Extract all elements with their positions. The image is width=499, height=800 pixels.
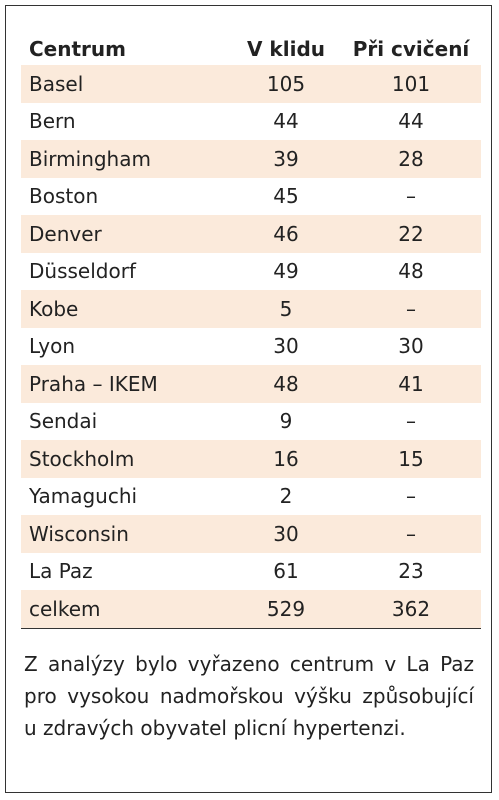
table-cell: – bbox=[406, 409, 416, 434]
footnote: Z analýzy bylo vyřazeno centrum v La Paz… bbox=[24, 652, 474, 740]
table-cell: 49 bbox=[273, 259, 299, 284]
table-cell: 30 bbox=[273, 334, 299, 359]
table-cell: 28 bbox=[341, 140, 481, 178]
table-cell: – bbox=[341, 290, 481, 328]
table-cell: Düsseldorf bbox=[29, 259, 136, 284]
table-cell: 46 bbox=[231, 215, 341, 253]
table-cell: Basel bbox=[21, 65, 231, 103]
table-cell: 39 bbox=[231, 140, 341, 178]
table-row: Birmingham 39 28 bbox=[21, 140, 481, 178]
table-cell: 30 bbox=[231, 515, 341, 553]
table-cell: 9 bbox=[279, 409, 293, 434]
table-row: Denver 46 22 bbox=[21, 215, 481, 253]
table-row: celkem 529 362 bbox=[21, 590, 481, 629]
table-cell: 362 bbox=[341, 590, 481, 629]
table-cell: 529 bbox=[231, 590, 341, 629]
table-row: La Paz 61 23 bbox=[21, 553, 481, 591]
table-cell: 30 bbox=[398, 334, 424, 359]
frame: Centrum V klidu Při cvičení Basel 105 101 Ber… bbox=[5, 5, 492, 793]
table-cell: 61 bbox=[273, 559, 299, 584]
table-cell: 44 bbox=[398, 109, 424, 134]
table-cell: 48 bbox=[231, 365, 341, 403]
table-cell: Wisconsin bbox=[21, 515, 231, 553]
column-header: V klidu bbox=[246, 37, 325, 61]
table-cell: Lyon bbox=[29, 334, 76, 359]
table-cell: 101 bbox=[341, 65, 481, 103]
table-row: Yamaguchi 2 – bbox=[21, 478, 481, 516]
header-row: Centrum V klidu Při cvičení bbox=[21, 33, 481, 65]
table-cell: Stockholm bbox=[21, 440, 231, 478]
table-cell: 15 bbox=[341, 440, 481, 478]
table-cell: Sendai bbox=[29, 409, 98, 434]
table-cell: La Paz bbox=[29, 559, 93, 584]
table-cell: 22 bbox=[341, 215, 481, 253]
table-cell: 5 bbox=[231, 290, 341, 328]
table-cell: 44 bbox=[273, 109, 299, 134]
table-cell: – bbox=[406, 484, 416, 509]
table-row: Bern 44 44 bbox=[21, 103, 481, 141]
table-cell: 45 bbox=[273, 184, 299, 209]
table-cell: Praha – IKEM bbox=[21, 365, 231, 403]
table-cell: Yamaguchi bbox=[29, 484, 138, 509]
table-cell: Bern bbox=[29, 109, 76, 134]
table-row: Basel 105 101 bbox=[21, 65, 481, 103]
table-row: Lyon 30 30 bbox=[21, 328, 481, 366]
table-cell: Denver bbox=[21, 215, 231, 253]
table-cell: Birmingham bbox=[21, 140, 231, 178]
table-cell: 48 bbox=[398, 259, 424, 284]
table-cell: 23 bbox=[398, 559, 424, 584]
table-row: Sendai 9 – bbox=[21, 403, 481, 441]
table-cell: 16 bbox=[231, 440, 341, 478]
table-cell: Kobe bbox=[21, 290, 231, 328]
table-row: Kobe 5– bbox=[21, 290, 481, 328]
table-row: Stockholm 16 15 bbox=[21, 440, 481, 478]
table-cell: 41 bbox=[341, 365, 481, 403]
table-cell: Boston bbox=[29, 184, 99, 209]
table-body: Basel 105 101 Bern 44 44 Birmingham 39 28 Boston 4… bbox=[21, 65, 481, 629]
table-cell: – bbox=[406, 184, 416, 209]
column-header: Při cvičení bbox=[352, 37, 470, 61]
table-row: Düsseldorf 49 48 bbox=[21, 253, 481, 291]
table-row: Wisconsin 30– bbox=[21, 515, 481, 553]
column-header: Centrum bbox=[29, 37, 126, 61]
table-cell: 2 bbox=[279, 484, 293, 509]
table-row: Boston 45 – bbox=[21, 178, 481, 216]
table-cell: – bbox=[341, 515, 481, 553]
table-cell: celkem bbox=[21, 590, 231, 629]
table-row: Praha – IKEM 48 41 bbox=[21, 365, 481, 403]
table-cell: 105 bbox=[231, 65, 341, 103]
data-table: Centrum V klidu Při cvičení Basel 105 101 Ber… bbox=[21, 33, 481, 629]
